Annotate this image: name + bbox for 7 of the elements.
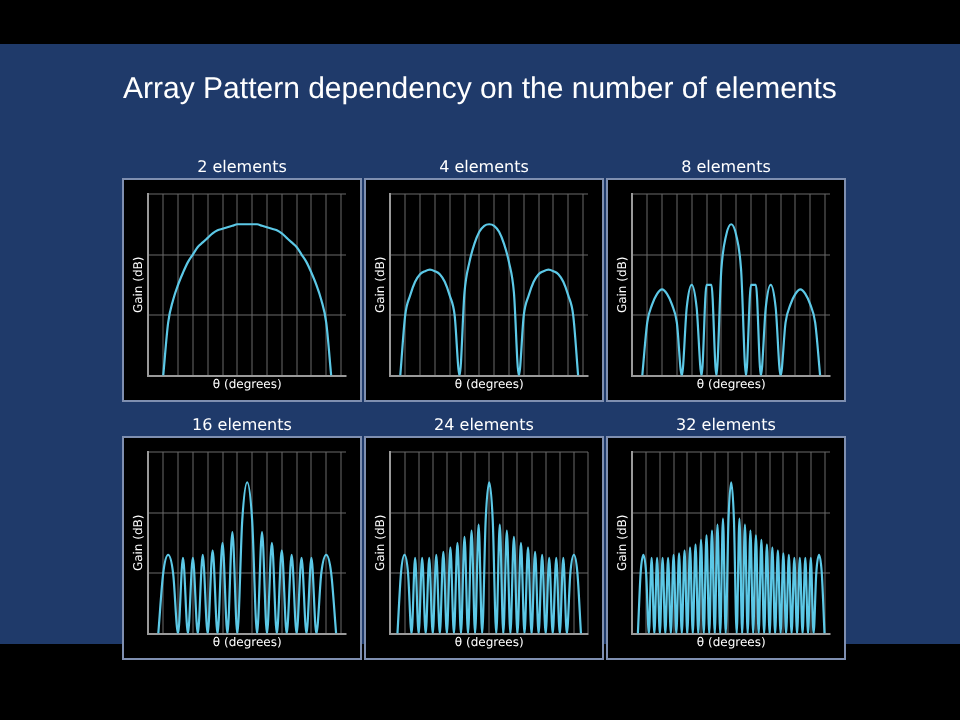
text: Array Pattern dependency on the number of elements [121, 72, 839, 106]
chart-subtitle: 24 elements [434, 414, 534, 436]
chart-subtitle: 16 elements [192, 414, 292, 436]
chart-subtitle: 4 elements [439, 156, 529, 178]
chart-subtitle: 2 elements [197, 156, 287, 178]
chart-subtitle: 32 elements [676, 414, 776, 436]
chart-subtitle: 8 elements [681, 156, 771, 178]
